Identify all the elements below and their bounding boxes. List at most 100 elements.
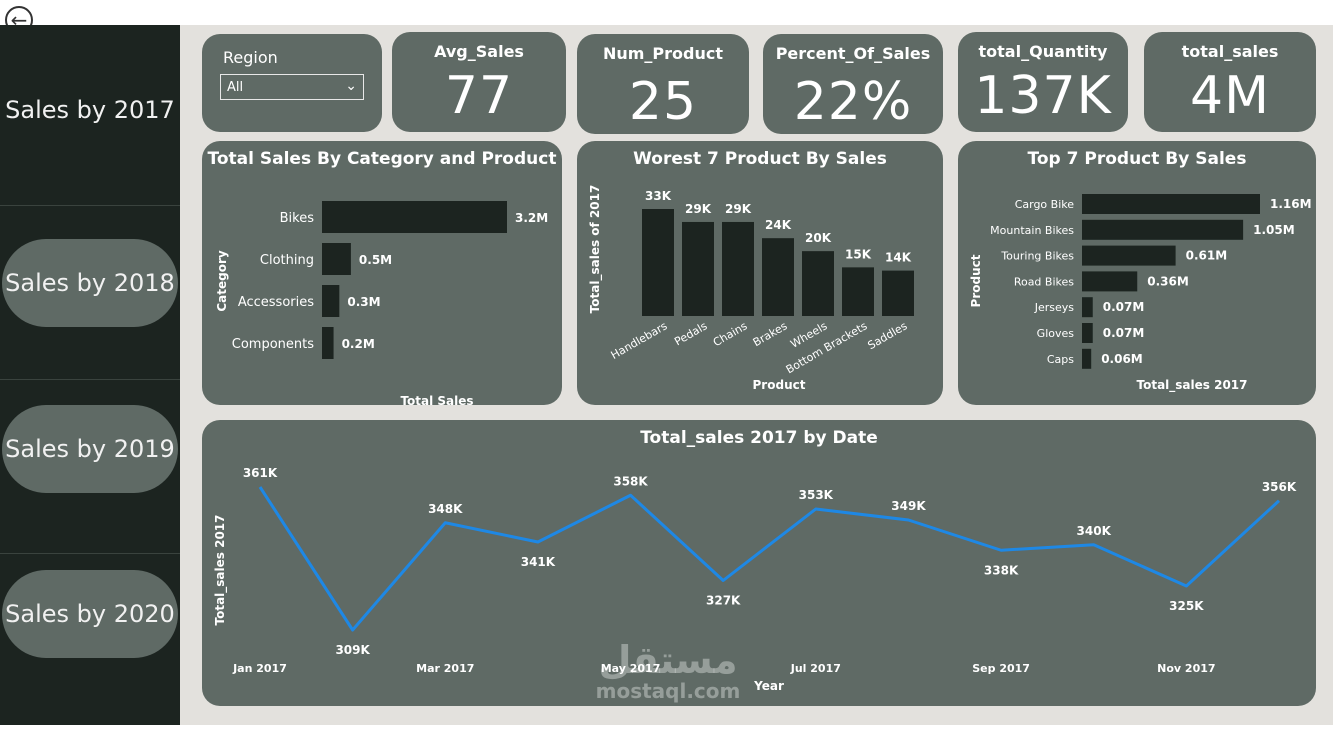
chart-title: Top 7 Product By Sales bbox=[1027, 149, 1247, 169]
y-axis-label: Product bbox=[969, 254, 983, 307]
category-data-label: 3.2M bbox=[515, 211, 548, 225]
y-axis-label: Total_sales 2017 bbox=[213, 515, 228, 626]
line-data-label: 325K bbox=[1169, 599, 1204, 613]
x-tick-label: May 2017 bbox=[601, 662, 661, 675]
product-bar bbox=[762, 238, 794, 316]
region-label: Region bbox=[223, 48, 278, 67]
line-data-label: 358K bbox=[613, 474, 648, 488]
product-data-label: 0.07M bbox=[1103, 326, 1145, 340]
category-bar bbox=[322, 201, 507, 233]
sidebar-navigation: Sales by 2017 Sales by 2018 Sales by 201… bbox=[0, 25, 180, 725]
product-data-label: 1.05M bbox=[1253, 223, 1295, 237]
line-data-label: 340K bbox=[1077, 524, 1112, 538]
product-bar bbox=[1082, 271, 1138, 292]
chevron-down-icon: ⌄ bbox=[345, 78, 357, 94]
kpi-percent-of-sales: Percent_Of_Sales 22% bbox=[763, 34, 943, 134]
kpi-total-quantity: total_Quantity 137K bbox=[958, 32, 1128, 132]
kpi-value: 137K bbox=[974, 66, 1112, 126]
nav-sales-2020-button[interactable]: Sales by 2020 bbox=[2, 570, 178, 658]
line-data-label: 356K bbox=[1262, 480, 1297, 494]
product-data-label: 29K bbox=[685, 202, 712, 216]
category-bar bbox=[322, 327, 334, 359]
watermark-logo: مستقل mostaql.com bbox=[583, 640, 753, 702]
product-bar bbox=[842, 267, 874, 316]
product-tick-label: Road Bikes bbox=[1014, 275, 1074, 288]
kpi-title: total_Quantity bbox=[978, 42, 1108, 61]
product-bar bbox=[1082, 219, 1244, 240]
product-bar bbox=[1082, 297, 1093, 318]
product-tick-label: Brakes bbox=[751, 319, 790, 349]
product-data-label: 14K bbox=[885, 251, 912, 265]
region-dropdown[interactable]: All ⌄ bbox=[220, 74, 364, 100]
product-bar bbox=[1082, 348, 1092, 369]
chart-worst-products: Worest 7 Product By Sales 33K Handlebars 2… bbox=[577, 141, 943, 405]
x-axis-label: Product bbox=[753, 378, 806, 392]
product-tick-label: Jerseys bbox=[1034, 301, 1075, 314]
line-data-label: 353K bbox=[799, 488, 834, 502]
chart-top-products: Top 7 Product By Sales Cargo Bike 1.16M Mo… bbox=[958, 141, 1316, 405]
category-bar bbox=[322, 243, 351, 275]
product-data-label: 33K bbox=[645, 189, 672, 203]
worst-products-bar-chart: 33K Handlebars 29K Pedals 29K Chains 24K Brakes… bbox=[588, 185, 914, 392]
chart-title: Total Sales By Category and Product bbox=[207, 149, 557, 169]
sales-line-chart: 361K 309K 348K 341K 358K 327K 353K 349K 338K 340K… bbox=[213, 466, 1297, 693]
product-tick-label: Saddles bbox=[866, 319, 910, 352]
product-data-label: 0.36M bbox=[1147, 274, 1189, 288]
product-tick-label: Touring Bikes bbox=[1000, 250, 1074, 263]
product-data-label: 15K bbox=[845, 247, 872, 261]
line-data-label: 309K bbox=[335, 643, 370, 657]
sidebar-divider bbox=[0, 553, 180, 554]
kpi-title: Percent_Of_Sales bbox=[775, 44, 931, 63]
nav-sales-2019-button[interactable]: Sales by 2019 bbox=[2, 405, 178, 493]
kpi-title: Num_Product bbox=[602, 44, 724, 63]
product-bar bbox=[722, 221, 754, 316]
y-axis-label: Total_sales of 2017 bbox=[588, 185, 603, 314]
product-data-label: 24K bbox=[765, 218, 792, 232]
kpi-value: 22% bbox=[793, 72, 913, 132]
nav-sales-2017-button[interactable]: Sales by 2017 bbox=[5, 96, 175, 124]
product-data-label: 0.07M bbox=[1103, 300, 1145, 314]
product-bar bbox=[1082, 245, 1176, 266]
nav-sales-2018-button[interactable]: Sales by 2018 bbox=[2, 239, 178, 327]
category-tick-label: Components bbox=[232, 337, 314, 352]
x-tick-label: Nov 2017 bbox=[1157, 662, 1215, 675]
category-data-label: 0.5M bbox=[359, 253, 392, 267]
product-data-label: 1.16M bbox=[1270, 197, 1312, 211]
product-tick-label: Chains bbox=[711, 319, 750, 349]
category-tick-label: Accessories bbox=[238, 295, 314, 310]
kpi-num-product: Num_Product 25 bbox=[577, 34, 749, 134]
product-tick-label: Caps bbox=[1047, 353, 1074, 366]
line-data-label: 361K bbox=[243, 466, 278, 480]
line-data-label: 349K bbox=[891, 499, 926, 513]
x-axis-label: Total_sales 2017 bbox=[1137, 378, 1248, 393]
top-products-bar-chart: Cargo Bike 1.16M Mountain Bikes 1.05M Tourin… bbox=[969, 194, 1312, 393]
x-tick-label: Sep 2017 bbox=[972, 662, 1030, 675]
category-tick-label: Bikes bbox=[280, 211, 315, 226]
product-data-label: 20K bbox=[805, 231, 832, 245]
category-bar-chart: Bikes 3.2M Clothing 0.5M Accessories 0.3M Comp… bbox=[215, 201, 548, 405]
product-tick-label: Mountain Bikes bbox=[990, 224, 1074, 237]
sidebar-divider bbox=[0, 379, 180, 380]
x-tick-label: Jan 2017 bbox=[232, 662, 287, 675]
kpi-title: total_sales bbox=[1181, 42, 1279, 61]
kpi-total-sales: total_sales 4M bbox=[1144, 32, 1316, 132]
chart-sales-by-category: Total Sales By Category and Product Bike… bbox=[202, 141, 562, 405]
y-axis-label: Category bbox=[215, 250, 229, 312]
line-data-label: 338K bbox=[984, 563, 1019, 577]
category-tick-label: Clothing bbox=[260, 253, 314, 268]
product-data-label: 29K bbox=[725, 202, 752, 216]
product-data-label: 0.06M bbox=[1101, 352, 1143, 366]
line-data-label: 341K bbox=[521, 555, 556, 569]
product-bar bbox=[1082, 194, 1260, 214]
product-tick-label: Handlebars bbox=[609, 319, 670, 362]
product-data-label: 0.61M bbox=[1186, 249, 1228, 263]
kpi-value: 25 bbox=[628, 72, 698, 132]
x-tick-label: Mar 2017 bbox=[416, 662, 474, 675]
product-bar bbox=[642, 209, 674, 316]
kpi-title: Avg_Sales bbox=[434, 42, 524, 61]
kpi-avg-sales: Avg_Sales 77 bbox=[392, 32, 566, 132]
category-data-label: 0.2M bbox=[342, 337, 375, 351]
series-line bbox=[258, 486, 1281, 632]
category-bar bbox=[322, 285, 340, 317]
product-tick-label: Pedals bbox=[672, 319, 709, 348]
